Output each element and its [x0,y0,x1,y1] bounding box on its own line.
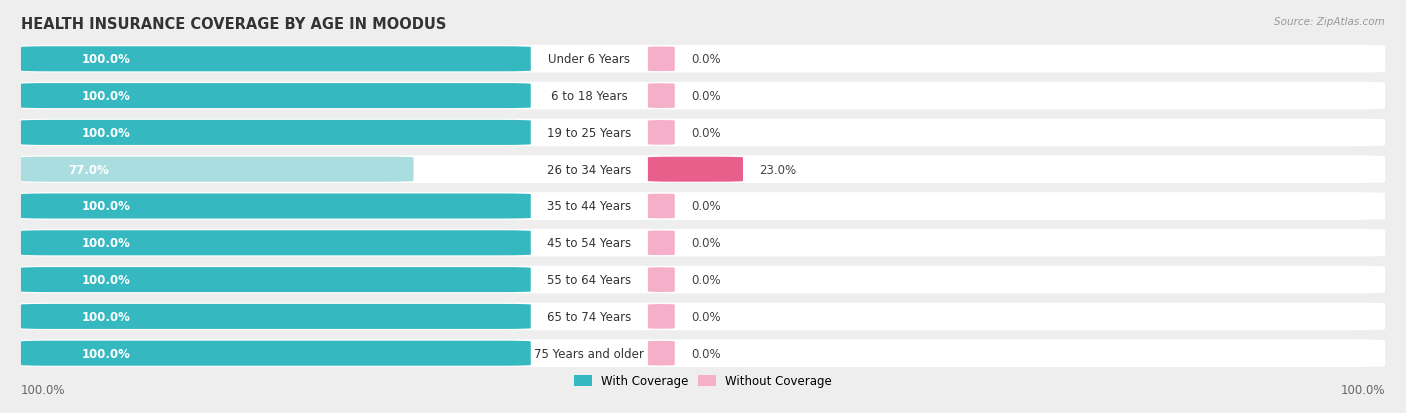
Text: 0.0%: 0.0% [692,273,721,286]
Text: 0.0%: 0.0% [692,53,721,66]
Legend: With Coverage, Without Coverage: With Coverage, Without Coverage [569,370,837,392]
FancyBboxPatch shape [21,268,531,292]
FancyBboxPatch shape [21,303,1385,330]
Text: 0.0%: 0.0% [692,310,721,323]
FancyBboxPatch shape [21,156,1385,183]
FancyBboxPatch shape [647,84,675,109]
Text: 100.0%: 100.0% [1340,384,1385,396]
FancyBboxPatch shape [21,121,531,145]
Text: 100.0%: 100.0% [82,127,131,140]
Text: 26 to 34 Years: 26 to 34 Years [547,163,631,176]
FancyBboxPatch shape [21,266,1385,294]
FancyBboxPatch shape [21,157,413,182]
FancyBboxPatch shape [21,194,531,219]
Text: 35 to 44 Years: 35 to 44 Years [547,200,631,213]
FancyBboxPatch shape [21,83,1385,110]
FancyBboxPatch shape [647,231,675,256]
Text: Under 6 Years: Under 6 Years [548,53,630,66]
Text: 6 to 18 Years: 6 to 18 Years [551,90,627,103]
FancyBboxPatch shape [647,268,675,292]
FancyBboxPatch shape [21,46,1385,74]
FancyBboxPatch shape [647,341,675,366]
FancyBboxPatch shape [21,341,531,366]
Text: Source: ZipAtlas.com: Source: ZipAtlas.com [1274,17,1385,26]
FancyBboxPatch shape [647,304,675,329]
Text: 0.0%: 0.0% [692,90,721,103]
Text: 55 to 64 Years: 55 to 64 Years [547,273,631,286]
Text: 100.0%: 100.0% [82,90,131,103]
Text: 100.0%: 100.0% [82,310,131,323]
FancyBboxPatch shape [21,230,1385,257]
FancyBboxPatch shape [21,193,1385,220]
Text: 19 to 25 Years: 19 to 25 Years [547,127,631,140]
FancyBboxPatch shape [647,194,675,219]
Text: HEALTH INSURANCE COVERAGE BY AGE IN MOODUS: HEALTH INSURANCE COVERAGE BY AGE IN MOOD… [21,17,447,31]
Text: 0.0%: 0.0% [692,237,721,250]
Text: 100.0%: 100.0% [82,237,131,250]
Text: 100.0%: 100.0% [82,200,131,213]
Text: 100.0%: 100.0% [82,273,131,286]
Text: 0.0%: 0.0% [692,200,721,213]
Text: 0.0%: 0.0% [692,127,721,140]
Text: 23.0%: 23.0% [759,163,797,176]
Text: 100.0%: 100.0% [82,347,131,360]
FancyBboxPatch shape [647,121,675,145]
Text: 75 Years and older: 75 Years and older [534,347,644,360]
FancyBboxPatch shape [21,119,1385,147]
Text: 77.0%: 77.0% [67,163,108,176]
FancyBboxPatch shape [21,231,531,256]
FancyBboxPatch shape [648,157,742,182]
FancyBboxPatch shape [21,339,1385,367]
FancyBboxPatch shape [21,47,531,72]
Text: 100.0%: 100.0% [82,53,131,66]
FancyBboxPatch shape [21,84,531,109]
Text: 100.0%: 100.0% [21,384,66,396]
FancyBboxPatch shape [647,47,675,72]
Text: 45 to 54 Years: 45 to 54 Years [547,237,631,250]
Text: 0.0%: 0.0% [692,347,721,360]
Text: 65 to 74 Years: 65 to 74 Years [547,310,631,323]
FancyBboxPatch shape [21,304,531,329]
